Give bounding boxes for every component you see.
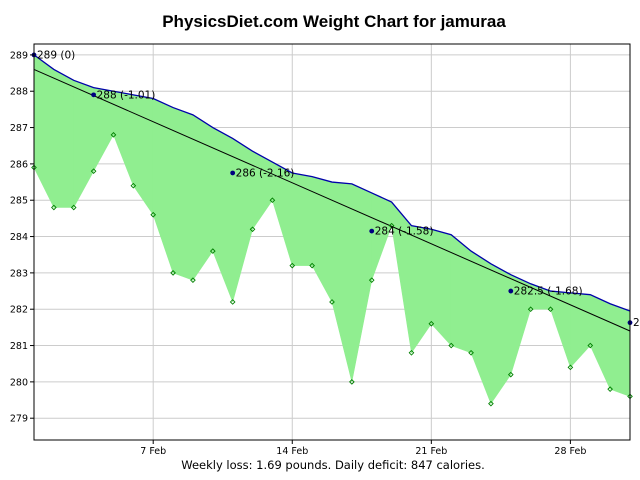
area-below-trend: [570, 292, 591, 369]
area-below-trend: [609, 303, 631, 397]
y-tick-label: 286: [10, 159, 28, 170]
plot-area: 289 (0) 288 (-1.01) 286 (-2.16) 284 (-1.58)…: [10, 43, 640, 457]
fit-line: [33, 68, 631, 332]
measurement-point: [448, 342, 455, 349]
area-below-trend: [331, 181, 353, 382]
measurement-point: [229, 299, 236, 305]
area-below-trend: [152, 98, 174, 273]
measurement-point: [408, 349, 415, 356]
y-tick-label: 287: [10, 123, 28, 134]
annotation-label: 286 (-2.16): [236, 167, 295, 179]
measurement-point: [269, 197, 276, 204]
area-below-trend: [73, 79, 94, 208]
measurement-point: [587, 342, 594, 349]
area-below-trend: [490, 263, 512, 405]
annotation-label: 282.5 (-1.68): [514, 286, 583, 298]
area-below-trend: [232, 137, 253, 303]
measurement-point: [547, 306, 554, 313]
annotation-label: 289 (0): [37, 49, 75, 61]
area-below-trend: [133, 94, 154, 216]
measurement-point: [527, 306, 534, 313]
area-below-trend: [589, 294, 611, 390]
y-tick-label: 284: [10, 232, 28, 243]
area-below-trend: [411, 225, 432, 354]
measurement-point: [70, 204, 77, 211]
area-below-trend: [450, 234, 472, 354]
annotation-label: 281.63 (-0.87): [633, 317, 640, 329]
annotation-point: [230, 170, 236, 176]
measurement-point: [507, 371, 514, 378]
area-below-trend: [33, 54, 55, 208]
measurement-point: [190, 277, 196, 283]
measurement-point: [468, 349, 474, 356]
measurement-point: [309, 262, 315, 269]
annotation-label: 284 (-1.58): [375, 226, 434, 238]
measurement-point: [488, 400, 494, 407]
annotation-point: [91, 92, 96, 98]
area-below-trend: [53, 68, 75, 208]
x-tick-label: 14 Feb: [276, 446, 308, 457]
y-tick-label: 280: [10, 377, 28, 388]
measurement-point: [90, 168, 97, 174]
area-below-trend: [431, 228, 452, 347]
measurement-point: [388, 222, 395, 229]
y-tick-label: 283: [10, 268, 28, 279]
y-tick-label: 279: [10, 414, 28, 425]
measurement-point: [150, 211, 157, 218]
measurement-point: [209, 248, 216, 254]
measurement-point: [567, 364, 574, 371]
plot-frame: [33, 43, 631, 441]
area-below-trend: [172, 107, 194, 281]
area-below-trend: [252, 150, 273, 231]
y-tick-label: 285: [10, 196, 28, 207]
measurement-point: [368, 277, 375, 283]
y-tick-label: 281: [10, 341, 28, 352]
measurement-point: [170, 270, 176, 276]
annotation-point: [508, 288, 514, 294]
x-tick-label: 7 Feb: [140, 446, 166, 457]
y-tick-label: 288: [10, 87, 28, 98]
area-below-trend: [470, 250, 492, 404]
measurement-point: [249, 226, 256, 233]
measurement-point: [428, 320, 435, 327]
area-below-trend: [212, 127, 233, 303]
measurement-point: [329, 299, 335, 305]
y-tick-label: 282: [10, 305, 28, 316]
area-below-trend: [192, 114, 214, 282]
measurement-point: [607, 386, 613, 392]
measurement-point: [130, 182, 137, 189]
annotation-point: [369, 228, 375, 234]
measurement-point: [110, 131, 117, 138]
trend-line: [33, 54, 631, 312]
measurement-point: [289, 262, 296, 269]
area-below-trend: [550, 290, 571, 368]
x-tick-label: 28 Feb: [554, 446, 586, 457]
annotation-label: 288 (-1.01): [97, 89, 156, 101]
chart-footer: Weekly loss: 1.69 pounds. Daily deficit:…: [181, 458, 484, 472]
measurement-point: [51, 204, 57, 211]
measurement-point: [349, 379, 355, 385]
chart-title: PhysicsDiet.com Weight Chart for jamuraa: [162, 12, 506, 31]
y-tick-label: 289: [10, 50, 28, 61]
x-tick-label: 21 Feb: [415, 446, 447, 457]
